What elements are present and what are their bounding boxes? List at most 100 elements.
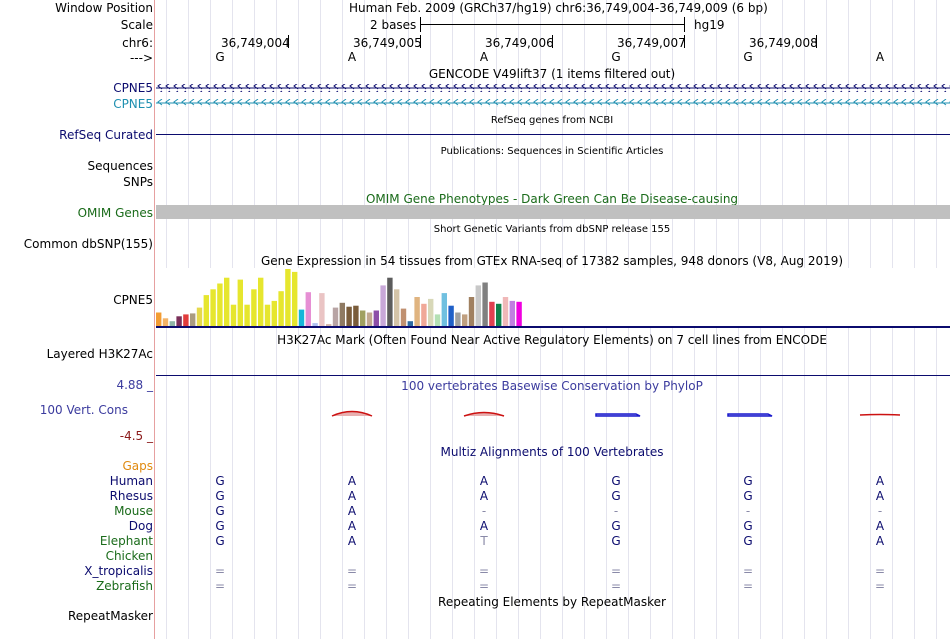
gtex-bar[interactable] [292,271,298,326]
gtex-bar[interactable] [305,292,311,326]
gtex-bar[interactable] [387,277,393,326]
gtex-bar[interactable] [312,323,318,326]
repeatmasker-track-label[interactable]: RepeatMasker [67,609,153,623]
gtex-bar[interactable] [346,306,352,326]
gtex-bar[interactable] [217,283,223,327]
gtex-bar[interactable] [196,307,203,326]
base-letter: G [743,50,753,64]
gtex-bar[interactable] [298,309,305,326]
gtex-bar[interactable] [156,312,162,327]
h3k27ac-track-title[interactable]: H3K27Ac Mark (Often Found Near Active Re… [277,333,827,347]
multiz-species-label[interactable]: Chicken [105,549,153,563]
gtex-bar[interactable] [278,291,284,326]
gtex-bar[interactable] [264,304,271,326]
refseq-gene-line[interactable] [156,134,950,135]
multiz-species-label[interactable]: Mouse [114,504,153,518]
gtex-bar[interactable] [380,285,386,326]
multiz-base: = [742,579,754,593]
refseq-track-title[interactable]: RefSeq genes from NCBI [490,115,614,126]
multiz-species-label[interactable]: Zebrafish [96,579,153,593]
gencode-item-label[interactable]: CPNE5 [113,81,153,95]
gtex-bar[interactable] [258,277,264,326]
window-position-value[interactable]: Human Feb. 2009 (GRCh37/hg19) chr6:36,74… [349,1,768,15]
gtex-bar[interactable] [366,312,373,327]
publications-sequences-label[interactable]: Sequences [87,159,153,173]
gtex-bar[interactable] [210,289,216,326]
gtex-track-label[interactable]: CPNE5 [113,293,153,307]
gtex-bar[interactable] [428,298,434,326]
multiz-base: A [875,474,885,488]
gtex-bar[interactable] [496,303,502,326]
gencode-gene-lines[interactable] [156,82,950,108]
multiz-species-label[interactable]: Human [109,474,153,488]
phylop-track-label[interactable]: 100 Vert. Cons [39,403,128,417]
gtex-bar[interactable] [407,321,413,326]
multiz-species-label[interactable]: Rhesus [109,489,153,503]
gtex-bar[interactable] [169,321,175,326]
gtex-bar[interactable] [502,297,509,326]
gtex-bar[interactable] [326,324,332,326]
gtex-bar[interactable] [251,289,257,326]
publications-track-title[interactable]: Publications: Sequences in Scientific Ar… [440,146,664,157]
gtex-bar[interactable] [421,303,427,326]
gtex-bar[interactable] [482,282,488,327]
gtex-bar-chart[interactable] [156,268,950,330]
gtex-bar[interactable] [319,293,325,326]
multiz-base: G [611,519,621,533]
multiz-gaps-label[interactable]: Gaps [122,459,153,473]
multiz-base: G [611,489,621,503]
gtex-bar[interactable] [360,310,366,327]
phylop-wiggle[interactable] [156,405,950,421]
gtex-bar[interactable] [190,313,196,326]
gtex-bar[interactable] [462,314,468,326]
gtex-bar[interactable] [400,308,407,326]
gtex-bar[interactable] [203,295,209,326]
position-tick-label: 36,749,006 [485,36,554,50]
multiz-species-label[interactable]: X_tropicalis [84,564,153,578]
gtex-bar[interactable] [394,289,400,326]
omim-track-title[interactable]: OMIM Gene Phenotypes - Dark Green Can Be… [365,192,739,206]
h3k27ac-track-label[interactable]: Layered H3K27Ac [46,347,153,361]
multiz-species-label[interactable]: Elephant [99,534,153,548]
gtex-bar[interactable] [373,310,379,327]
gtex-bar[interactable] [244,304,250,326]
phylop-track-title[interactable]: 100 vertebrates Basewise Conservation by… [401,379,703,393]
gtex-bar[interactable] [332,307,339,326]
multiz-track-title[interactable]: Multiz Alignments of 100 Vertebrates [440,445,664,459]
gtex-bar[interactable] [441,293,447,326]
omim-track-label[interactable]: OMIM Genes [77,206,153,220]
gencode-item-label[interactable]: CPNE5 [113,97,153,111]
window-position-label: Window Position [55,1,153,15]
gtex-bar[interactable] [230,304,237,326]
gtex-track-title[interactable]: Gene Expression in 54 tissues from GTEx … [260,254,844,268]
gtex-bar[interactable] [224,277,230,326]
gtex-bar[interactable] [434,314,441,326]
gtex-bar[interactable] [455,312,461,327]
gtex-bar[interactable] [271,300,277,326]
position-tick-label: 36,749,007 [617,36,686,50]
gtex-bar[interactable] [183,314,189,326]
gtex-bar[interactable] [448,305,454,326]
gtex-bar[interactable] [339,302,345,326]
gtex-bar[interactable] [237,279,243,326]
gtex-bar[interactable] [353,305,359,326]
gtex-bar[interactable] [468,297,475,326]
omim-gene-bar[interactable] [156,205,950,219]
multiz-species-label[interactable]: Dog [128,519,153,533]
gtex-bar[interactable] [516,301,522,326]
dbsnp-track-label[interactable]: Common dbSNP(155) [23,237,153,251]
gtex-bar[interactable] [414,297,420,326]
refseq-track-label[interactable]: RefSeq Curated [59,128,153,142]
multiz-base: A [875,534,885,548]
gtex-bar[interactable] [285,269,291,326]
dbsnp-track-title[interactable]: Short Genetic Variants from dbSNP releas… [433,224,671,235]
publications-snps-label[interactable]: SNPs [123,175,153,189]
repeatmasker-track-title[interactable]: Repeating Elements by RepeatMasker [438,595,666,609]
chrom-label: chr6: [122,36,153,50]
gtex-bar[interactable] [176,316,182,326]
gtex-bar[interactable] [489,301,495,326]
gtex-bar[interactable] [162,318,169,326]
gtex-bar[interactable] [475,285,481,326]
gtex-bar[interactable] [509,300,515,326]
gencode-track-title[interactable]: GENCODE V49lift37 (1 items filtered out) [428,67,676,81]
